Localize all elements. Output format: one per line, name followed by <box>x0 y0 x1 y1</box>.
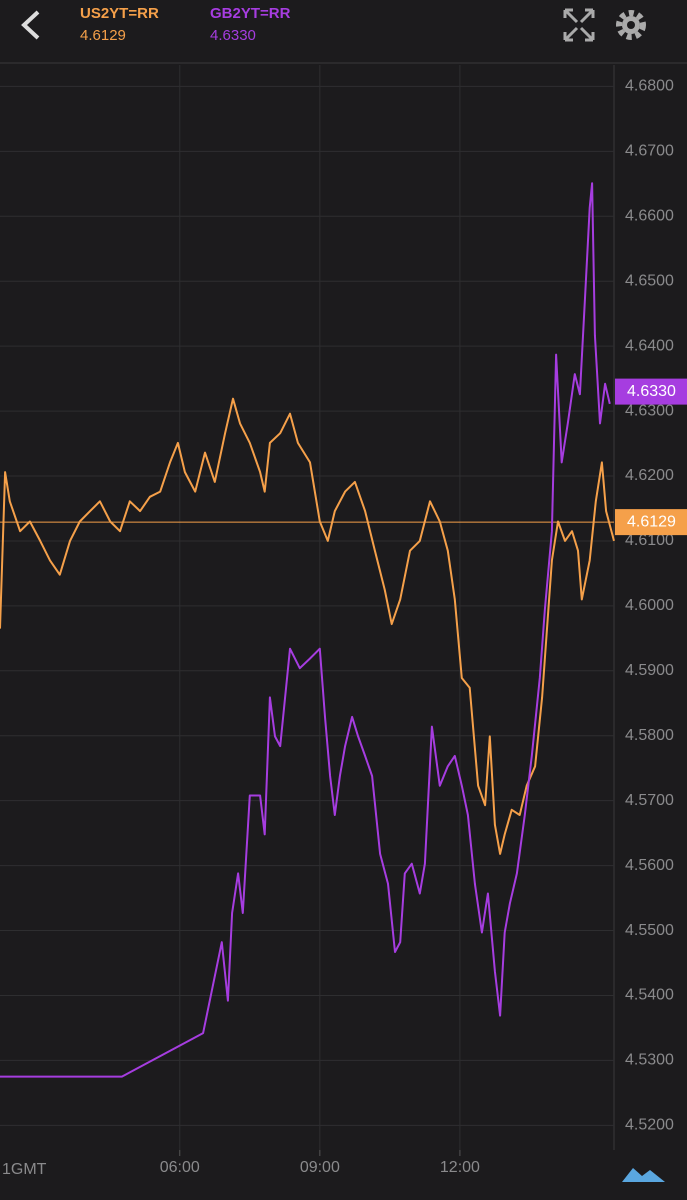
y-tick-label: 4.5700 <box>625 792 674 809</box>
series-line <box>0 397 615 855</box>
legend-value: 4.6330 <box>210 27 256 44</box>
series-line <box>0 182 611 1078</box>
x-axis-label: 1GMT <box>2 1161 47 1178</box>
settings-button[interactable] <box>616 10 646 40</box>
y-tick-label: 4.6300 <box>625 402 674 419</box>
legend-name: GB2YT=RR <box>210 5 291 22</box>
x-tick-label: 12:00 <box>440 1159 480 1176</box>
y-tick-label: 4.6200 <box>625 467 674 484</box>
y-tick-label: 4.5600 <box>625 857 674 874</box>
y-tick-label: 4.5400 <box>625 987 674 1004</box>
y-tick-label: 4.6100 <box>625 532 674 549</box>
current-value-tag <box>615 509 687 536</box>
y-tick-label: 4.5800 <box>625 727 674 744</box>
x-tick-label: 09:00 <box>300 1159 340 1176</box>
y-tick-label: 4.5200 <box>625 1117 674 1134</box>
y-tick-label: 4.5900 <box>625 662 674 679</box>
y-tick-label: 4.6000 <box>625 597 674 614</box>
y-tick-label: 4.6800 <box>625 78 674 95</box>
current-value-tag <box>615 378 687 405</box>
expand-button[interactable] <box>563 8 595 42</box>
y-tick-label: 4.6700 <box>625 143 674 160</box>
y-tick-label: 4.6400 <box>625 337 674 354</box>
y-tick-label: 4.6500 <box>625 272 674 289</box>
current-value-label: 4.6129 <box>627 513 676 530</box>
y-tick-label: 4.6600 <box>625 208 674 225</box>
logo <box>622 1168 665 1182</box>
legend-name: US2YT=RR <box>80 5 159 22</box>
y-tick-label: 4.5500 <box>625 922 674 939</box>
current-value-label: 4.6330 <box>627 383 676 400</box>
x-tick-label: 06:00 <box>160 1159 200 1176</box>
back-button[interactable] <box>21 10 40 40</box>
y-tick-label: 4.5300 <box>625 1052 674 1069</box>
legend-value: 4.6129 <box>80 27 126 44</box>
